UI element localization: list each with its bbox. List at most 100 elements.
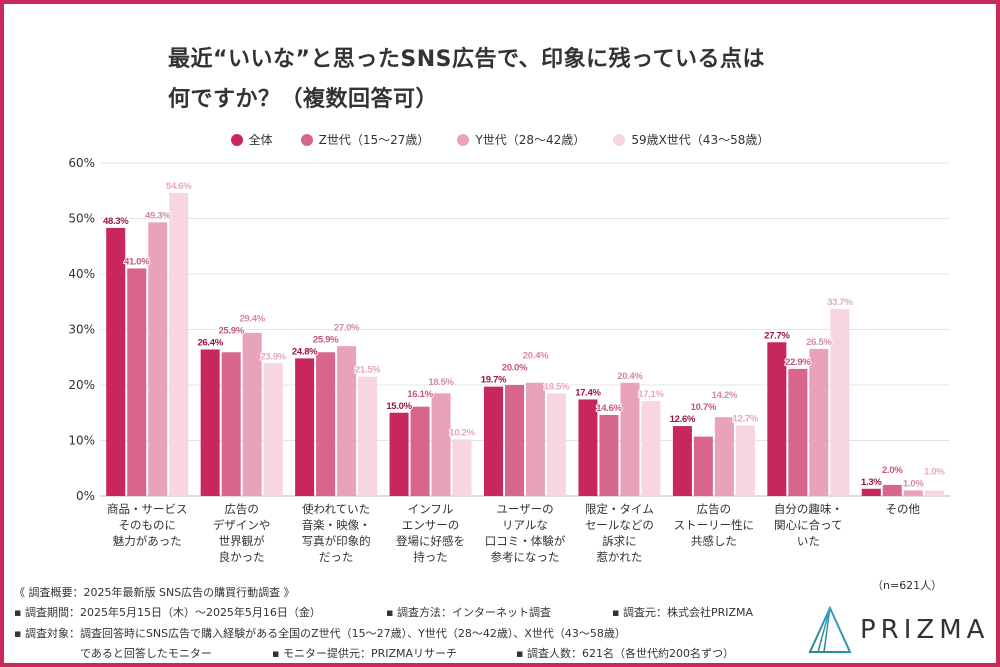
bar	[106, 227, 126, 496]
survey-count: ▪ 調査人数：621名（各世代約200名ずつ）	[516, 647, 734, 660]
data-label: 27.0%	[334, 322, 360, 333]
bar	[526, 382, 545, 496]
data-label: 26.5%	[806, 337, 832, 348]
data-label: 18.5%	[428, 377, 454, 388]
bar	[578, 399, 598, 496]
data-label: 26.4%	[197, 337, 223, 348]
x-tick-label: 自分の趣味・ 関心に合って いた	[773, 502, 843, 548]
data-label: 41.0%	[124, 256, 150, 267]
legend-label: Z世代（15〜27歳）	[318, 133, 430, 147]
bar	[735, 425, 755, 496]
survey-method: ▪ 調査方法：インターネット調査	[386, 606, 551, 619]
bar	[882, 484, 902, 496]
data-label: 10.2%	[449, 427, 475, 438]
legend-item-gen-x: 59歳X世代（43〜58歳）	[613, 131, 769, 148]
bar	[693, 436, 713, 496]
data-label: 17.1%	[638, 389, 664, 400]
bar	[431, 393, 451, 496]
data-label: 48.3%	[103, 216, 129, 227]
bar	[505, 385, 524, 496]
data-label: 1.3%	[861, 477, 882, 488]
data-label: 29.4%	[239, 313, 265, 324]
data-label: 27.7%	[764, 330, 790, 341]
bar	[389, 412, 409, 496]
bar	[263, 363, 283, 496]
survey-target: ▪ 調査対象：調査回答時にSNS広告で購入経験がある全国のZ世代（15〜27歳）…	[14, 627, 626, 640]
data-label: 21.5%	[355, 365, 381, 376]
legend-swatch	[457, 133, 470, 146]
bar	[337, 346, 357, 496]
y-tick-label: 40%	[68, 267, 95, 281]
logo-text: PRIZMA	[860, 615, 990, 645]
survey-provider: ▪ モニター提供元：PRIZMAリサーチ	[272, 647, 458, 660]
x-tick-label: ユーザーの リアルな 口コミ・体験が 参考になった	[484, 502, 566, 564]
bar	[484, 386, 503, 496]
data-label: 10.7%	[691, 402, 717, 413]
data-label: 19.7%	[481, 375, 507, 386]
bar	[672, 426, 692, 496]
data-label: 1.0%	[924, 466, 945, 477]
bar	[830, 308, 850, 496]
bar	[641, 401, 661, 496]
data-label: 23.9%	[260, 351, 286, 362]
survey-target-cont: であると回答したモニター	[80, 647, 212, 660]
y-tick-label: 20%	[68, 378, 95, 392]
data-label: 12.6%	[670, 414, 696, 425]
sample-size: （n=621人）	[872, 579, 943, 592]
bar	[221, 352, 241, 496]
data-label: 33.7%	[827, 297, 853, 308]
prizma-logo: PRIZMA	[808, 606, 989, 654]
bar	[148, 222, 168, 496]
y-tick-label: 0%	[76, 489, 95, 503]
bar	[903, 490, 923, 496]
prism-logo-icon	[808, 606, 852, 653]
bar	[767, 342, 787, 496]
x-tick-label: 広告の デザインや 世界観が 良かった	[212, 502, 271, 564]
bar	[200, 349, 220, 496]
legend-item-gen-y: Y世代（28〜42歳）	[457, 131, 585, 148]
x-tick-label: その他	[885, 502, 921, 516]
x-tick-label: 限定・タイム セールなどの 訴求に 惹かれた	[584, 502, 654, 564]
y-tick-label: 10%	[68, 434, 95, 448]
legend: 全体 Z世代（15〜27歳） Y世代（28〜42歳） 59歳X世代（43〜58歳…	[0, 131, 1000, 148]
data-label: 20.4%	[617, 371, 643, 382]
bar	[861, 488, 881, 496]
bar	[620, 382, 640, 496]
data-label: 20.4%	[523, 351, 549, 362]
bar	[242, 332, 262, 496]
data-label: 54.6%	[166, 181, 192, 192]
legend-swatch	[230, 133, 243, 146]
chart-title: 最近“いいな”と思ったSNS広告で、印象に残っている点は 何ですか？（複数回答可…	[168, 47, 766, 112]
x-tick-label: インフル エンサーの 登場に好感を 持った	[396, 502, 466, 564]
data-label: 14.2%	[712, 390, 738, 401]
survey-source: ▪ 調査元：株式会社PRIZMA	[612, 606, 754, 619]
legend-label: 59歳X世代（43〜58歳）	[631, 133, 770, 147]
legend-item-all: 全体	[230, 131, 273, 148]
legend-label: 全体	[248, 133, 273, 147]
data-label: 14.6%	[596, 403, 622, 414]
survey-period: ▪ 調査期間：2025年5月15日（木）〜2025年5月16日（金）	[14, 606, 321, 619]
bar	[410, 406, 430, 496]
y-tick-label: 60%	[68, 156, 95, 170]
y-tick-label: 50%	[68, 212, 95, 226]
bar	[452, 439, 472, 496]
legend-label: Y世代（28〜42歳）	[475, 133, 586, 147]
bar	[295, 358, 315, 496]
bar	[316, 352, 336, 496]
x-tick-label: 商品・サービス そのものに 魅力があった	[106, 502, 188, 548]
data-label: 16.1%	[407, 389, 433, 400]
bar	[599, 414, 619, 496]
data-label: 18.5%	[544, 381, 570, 392]
data-label: 20.0%	[502, 363, 528, 374]
bar	[788, 368, 808, 496]
data-label: 15.0%	[386, 401, 412, 412]
x-tick-label: 使われていた 音楽・映像・ 写真が印象的 だった	[301, 502, 371, 564]
legend-swatch	[613, 133, 626, 146]
data-label: 2.0%	[882, 465, 903, 476]
bar	[127, 268, 147, 496]
y-tick-label: 30%	[68, 323, 95, 337]
data-label: 12.7%	[733, 414, 759, 425]
bar	[547, 393, 566, 496]
data-label: 25.9%	[218, 325, 244, 336]
